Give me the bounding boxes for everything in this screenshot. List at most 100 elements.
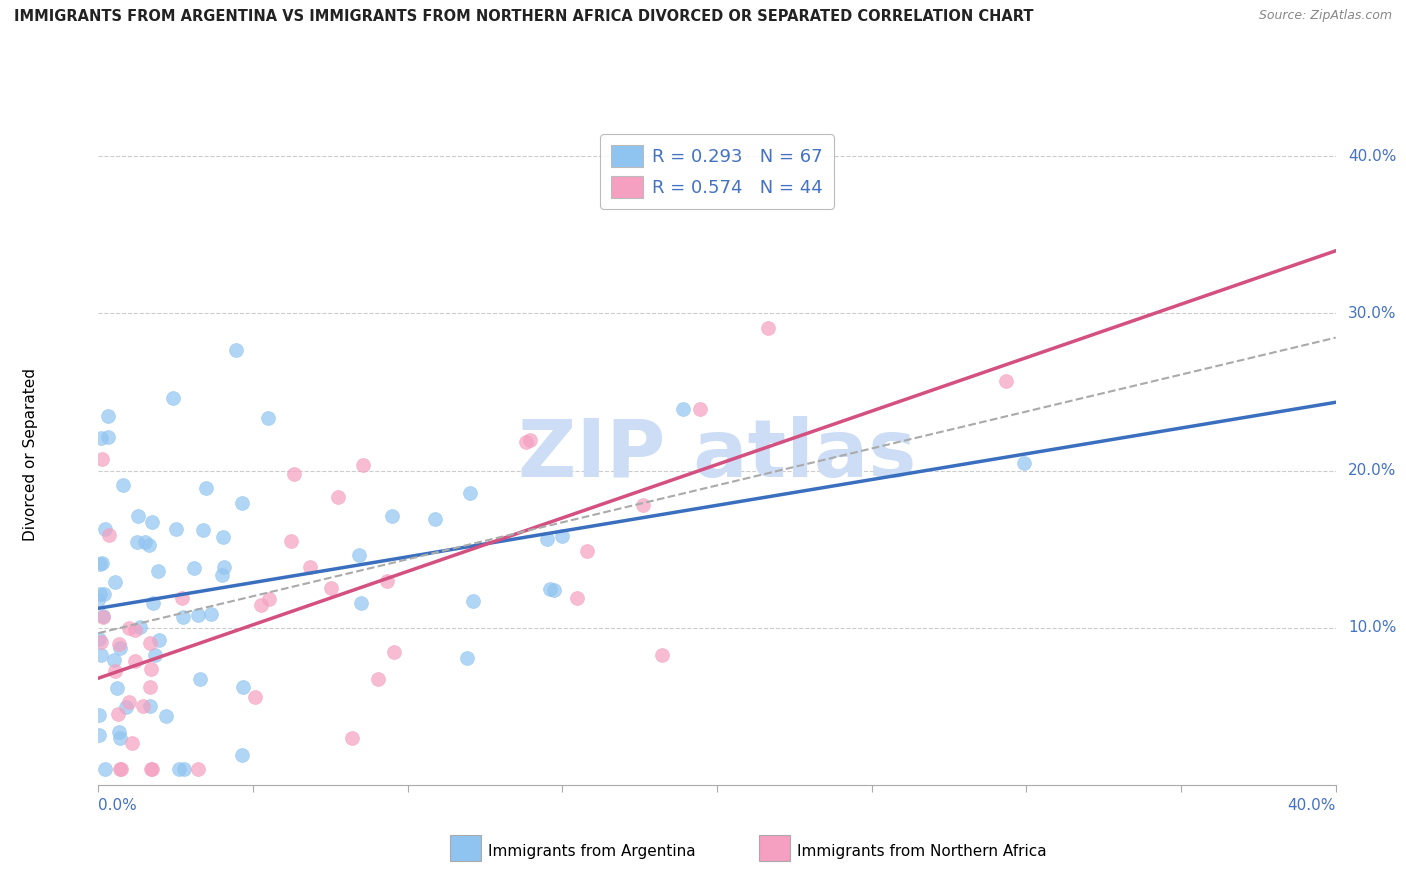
Point [651, 648, 673, 662]
Point [328, 490, 350, 504]
Point [212, 530, 235, 544]
Point [141, 762, 163, 776]
Text: 40.0%: 40.0% [1348, 149, 1396, 164]
Point [93, 587, 115, 601]
Point [94, 522, 117, 536]
Point [756, 321, 779, 335]
Point [107, 706, 129, 721]
Point [515, 434, 537, 449]
Point [110, 762, 132, 776]
Point [93, 762, 115, 776]
Point [128, 620, 150, 634]
Point [148, 633, 170, 648]
Point [232, 681, 254, 695]
Point [139, 680, 162, 694]
Point [91, 610, 114, 624]
Point [90, 431, 112, 445]
Point [103, 653, 125, 667]
Point [141, 515, 163, 529]
Point [423, 512, 446, 526]
Point [165, 522, 187, 536]
Point [108, 641, 131, 656]
Point [138, 538, 160, 552]
Point [188, 672, 211, 686]
Point [565, 591, 588, 605]
Point [170, 591, 193, 605]
Point [139, 762, 162, 776]
Point [114, 699, 136, 714]
Point [139, 699, 162, 714]
Point [124, 654, 146, 668]
Point [90, 451, 112, 466]
Point [125, 534, 148, 549]
Point [167, 762, 190, 776]
Point [211, 568, 233, 582]
Point [107, 637, 129, 651]
Point [112, 477, 135, 491]
Point [456, 650, 478, 665]
Point [367, 672, 389, 686]
Text: 40.0%: 40.0% [1288, 798, 1336, 814]
Point [225, 343, 247, 358]
Point [89, 558, 111, 572]
Point [551, 528, 574, 542]
Point [458, 485, 481, 500]
Point [89, 587, 111, 601]
Point [280, 533, 302, 548]
Point [381, 509, 404, 524]
Point [117, 695, 139, 709]
Point [97, 430, 120, 444]
Point [118, 622, 141, 636]
Point [162, 391, 184, 405]
Point [121, 736, 143, 750]
Point [576, 544, 599, 558]
Point [194, 481, 217, 495]
Point [200, 607, 222, 622]
Point [519, 433, 541, 447]
Point [108, 725, 131, 739]
Text: 0.0%: 0.0% [98, 798, 138, 814]
Point [231, 496, 253, 510]
Point [97, 409, 120, 423]
Text: Divorced or Separated: Divorced or Separated [22, 368, 38, 541]
Point [90, 635, 112, 649]
Point [173, 762, 195, 776]
Point [139, 636, 162, 650]
Point [187, 608, 209, 623]
Point [124, 624, 146, 638]
Point [352, 458, 374, 472]
Point [375, 574, 398, 589]
Text: Immigrants from Northern Africa: Immigrants from Northern Africa [797, 845, 1047, 859]
Point [633, 498, 655, 512]
Text: ZIP atlas: ZIP atlas [517, 416, 917, 494]
Point [139, 662, 162, 676]
Point [87, 707, 110, 722]
Point [193, 523, 215, 537]
Point [105, 681, 128, 695]
Point [689, 402, 711, 417]
Point [250, 599, 273, 613]
Point [347, 549, 370, 563]
Point [298, 560, 321, 574]
Point [90, 648, 112, 663]
Point [146, 564, 169, 578]
Point [350, 596, 373, 610]
Point [187, 762, 209, 776]
Point [172, 609, 194, 624]
Point [183, 561, 205, 575]
Point [104, 575, 127, 590]
Point [538, 582, 561, 597]
Point [91, 557, 114, 571]
Point [108, 762, 131, 776]
Point [87, 593, 110, 607]
Point [155, 708, 177, 723]
Point [340, 731, 363, 746]
Point [461, 594, 484, 608]
Point [994, 374, 1017, 388]
Point [243, 690, 266, 704]
Point [257, 410, 280, 425]
Point [91, 609, 114, 624]
Point [536, 532, 558, 546]
Point [143, 648, 166, 662]
Point [132, 699, 155, 714]
